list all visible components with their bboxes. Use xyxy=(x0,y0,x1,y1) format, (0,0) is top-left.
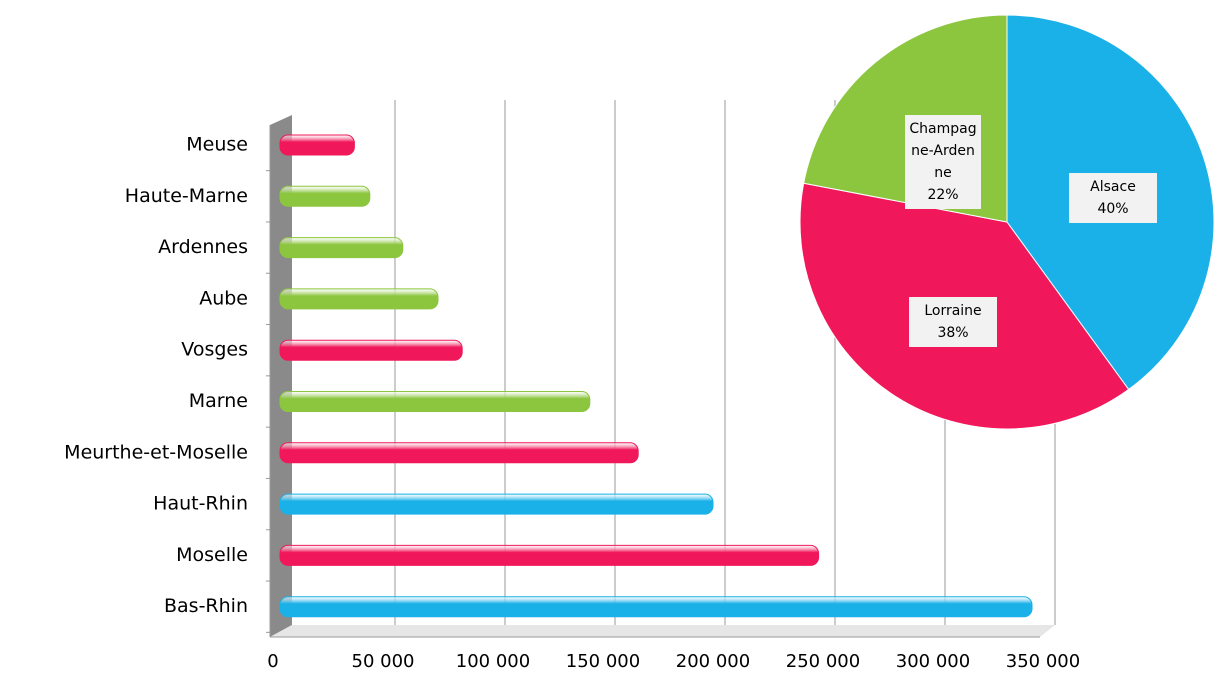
bar xyxy=(279,442,639,464)
pie-label: Alsace 40% xyxy=(1069,173,1157,223)
bar xyxy=(279,237,404,259)
pie-label: Champagne-Ardenne 22% xyxy=(905,115,981,209)
x-tick-label: 250 000 xyxy=(786,651,860,672)
y-tick-label: Meuse xyxy=(186,134,248,156)
bar xyxy=(279,391,591,412)
bar xyxy=(279,288,439,310)
pie-value: 38% xyxy=(937,325,969,341)
bar xyxy=(279,493,714,515)
bar xyxy=(279,339,463,361)
y-tick-label: Haute-Marne xyxy=(125,185,248,207)
y-tick-label: Ardennes xyxy=(158,236,248,258)
y-tick-label: Marne xyxy=(189,390,248,412)
pie-value: 22% xyxy=(927,187,959,203)
x-tick-label: 300 000 xyxy=(896,651,970,672)
bar xyxy=(279,596,1033,618)
bar xyxy=(279,544,820,566)
y-tick-label: Haut-Rhin xyxy=(153,493,248,515)
x-tick-label: 200 000 xyxy=(676,651,750,672)
x-tick-label: 350 000 xyxy=(1006,651,1080,672)
x-tick-label: 0 xyxy=(267,651,278,672)
y-tick-label: Moselle xyxy=(176,544,248,566)
x-tick-label: 150 000 xyxy=(566,651,640,672)
x-tick-label: 100 000 xyxy=(456,651,530,672)
bar xyxy=(279,185,371,207)
x-tick-label: 50 000 xyxy=(352,651,415,672)
pie-label: Lorraine 38% xyxy=(909,297,997,347)
pie-value: 40% xyxy=(1097,201,1129,217)
pie-category: Alsace xyxy=(1090,179,1136,195)
y-tick-label: Meurthe-et-Moselle xyxy=(64,441,248,463)
pie-category: Champagne-Ardenne xyxy=(909,121,977,181)
y-tick-label: Bas-Rhin xyxy=(164,595,248,617)
pie-category: Lorraine xyxy=(924,303,982,319)
bar xyxy=(279,134,355,156)
axis-floor xyxy=(270,625,1055,637)
y-tick-label: Vosges xyxy=(181,339,248,361)
y-tick-label: Aube xyxy=(199,287,248,309)
